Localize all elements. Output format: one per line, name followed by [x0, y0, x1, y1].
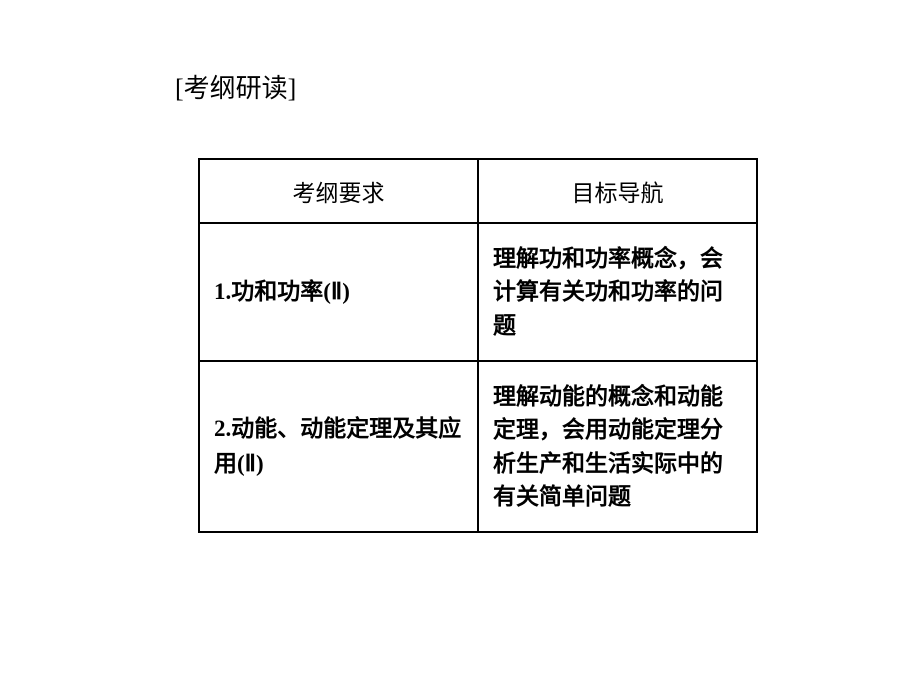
page-title: [考纲研读] [175, 68, 296, 105]
syllabus-table: 考纲要求 目标导航 1.功和功率(Ⅱ) 理解功和功率概念，会计算有关功和功率的问… [198, 158, 758, 533]
guidance-cell: 理解功和功率概念，会计算有关功和功率的问题 [478, 223, 757, 361]
table-header-row: 考纲要求 目标导航 [199, 159, 757, 223]
requirement-cell: 1.功和功率(Ⅱ) [199, 223, 478, 361]
table-row: 1.功和功率(Ⅱ) 理解功和功率概念，会计算有关功和功率的问题 [199, 223, 757, 361]
table-row: 2.动能、动能定理及其应用(Ⅱ) 理解动能的概念和动能定理，会用动能定理分析生产… [199, 361, 757, 532]
guidance-cell: 理解动能的概念和动能定理，会用动能定理分析生产和生活实际中的有关简单问题 [478, 361, 757, 532]
header-guidance: 目标导航 [478, 159, 757, 223]
header-requirements: 考纲要求 [199, 159, 478, 223]
syllabus-table-container: 考纲要求 目标导航 1.功和功率(Ⅱ) 理解功和功率概念，会计算有关功和功率的问… [198, 158, 758, 533]
requirement-cell: 2.动能、动能定理及其应用(Ⅱ) [199, 361, 478, 532]
